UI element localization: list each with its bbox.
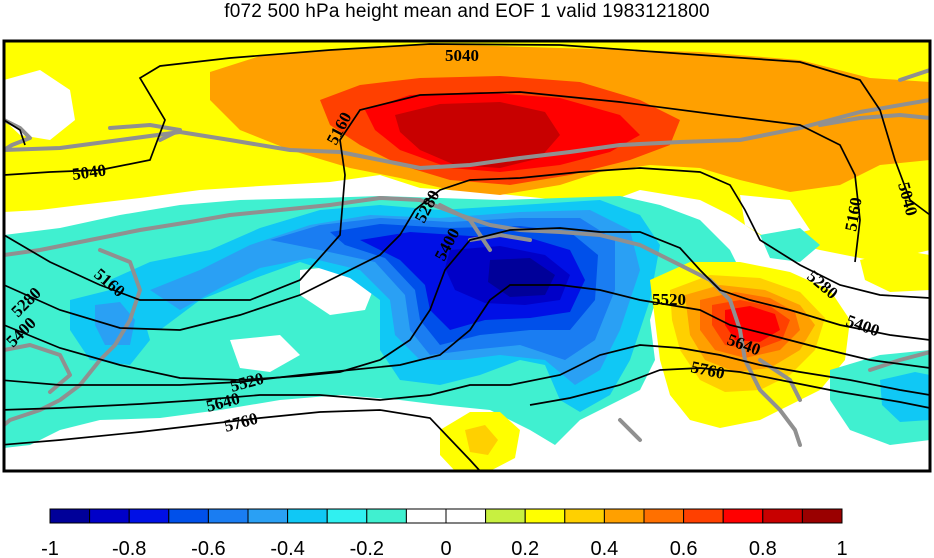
colorbar-tick-label: -0.6 xyxy=(191,538,225,558)
contour-label: 5040 xyxy=(445,46,479,65)
colorbar-swatch xyxy=(49,508,91,524)
colorbar-tick-label: 0.4 xyxy=(590,538,618,558)
colorbar-swatch xyxy=(405,508,447,524)
colorbar-swatch xyxy=(207,508,249,524)
plot-title: f072 500 hPa height mean and EOF 1 valid… xyxy=(224,1,710,22)
colorbar-swatch xyxy=(801,508,843,524)
colorbar-swatch xyxy=(524,508,566,524)
colorbar-tick-label: 0.6 xyxy=(670,538,698,558)
colorbar-swatch xyxy=(722,508,764,524)
negative-darkblue-middle xyxy=(488,258,555,297)
colorbar-swatch xyxy=(247,508,289,524)
colorbar-tick-label: -0.8 xyxy=(112,538,146,558)
height-contours xyxy=(4,43,930,471)
colorbar-tick-label: -0.2 xyxy=(350,538,384,558)
colorbar-swatch xyxy=(287,508,328,524)
colorbar-swatch xyxy=(366,508,407,524)
colorbar-swatch xyxy=(683,508,724,524)
contour-5040 xyxy=(4,43,930,216)
contour-5280 xyxy=(4,167,930,331)
coastlines xyxy=(4,68,930,447)
colorbar-ticks: -1 -0.8 -0.6 -0.4 -0.2 0 0.2 0.4 0.6 0.8 1 xyxy=(41,538,847,558)
colorbar-swatch xyxy=(89,508,130,524)
colorbar-tick-label: 1 xyxy=(836,538,847,558)
colorbar-swatch xyxy=(485,508,526,524)
contour-5400 xyxy=(4,227,930,381)
colorbar-swatch xyxy=(564,508,605,524)
colorbar-swatch xyxy=(762,508,803,524)
contour-labels: 5040 5160 5280 5400 5520 5640 5760 5040 … xyxy=(2,46,921,436)
colorbar-swatch xyxy=(168,508,209,524)
contour-label: 5520 xyxy=(652,290,686,309)
contour-5760 xyxy=(4,409,481,471)
colorbar-swatch xyxy=(128,508,170,524)
colorbar-tick-label: 0.8 xyxy=(749,538,777,558)
colorbar-tick-label: 0 xyxy=(440,538,451,558)
map-frame xyxy=(2,39,932,473)
eof-shading xyxy=(4,41,930,471)
positive-darkred-north xyxy=(395,102,560,168)
colorbar xyxy=(49,508,843,524)
contour-5520 xyxy=(4,284,930,386)
contour-5640 xyxy=(4,344,930,411)
colorbar-tick-label: -0.4 xyxy=(270,538,304,558)
colorbar-swatch xyxy=(326,508,368,524)
colorbar-tick-label: -1 xyxy=(41,538,59,558)
colorbar-swatch xyxy=(445,508,487,524)
colorbar-swatch xyxy=(603,508,645,524)
contour-label: 5040 xyxy=(71,160,107,184)
contour-5160 xyxy=(4,91,861,301)
colorbar-swatch xyxy=(643,508,685,524)
colorbar-tick-label: 0.2 xyxy=(511,538,539,558)
